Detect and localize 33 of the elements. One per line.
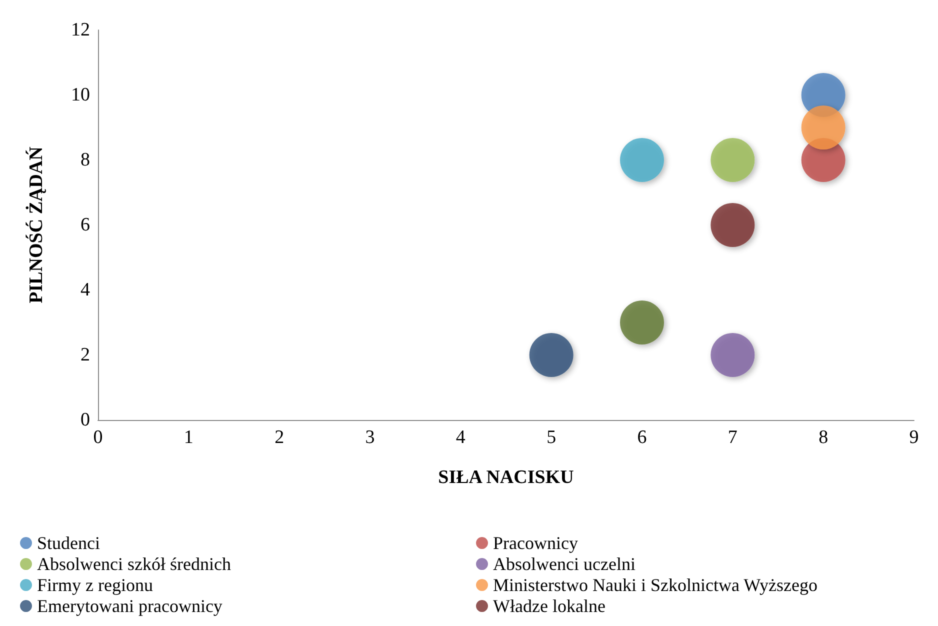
x-tick-label: 7: [728, 427, 738, 448]
y-tick-label: 10: [71, 84, 90, 106]
y-tick-label: 0: [80, 410, 90, 430]
point: [801, 106, 846, 150]
legend-label: Pracownicy: [493, 533, 578, 553]
x-axis-title: SIŁA NACISKU: [438, 467, 574, 488]
x-tick-label: 9: [909, 427, 919, 448]
point: [710, 203, 755, 247]
point: [710, 138, 755, 182]
y-tick-label: 8: [80, 150, 90, 170]
x-tick-label: 1: [184, 427, 194, 448]
y-tick-label: 2: [80, 344, 90, 366]
x-tick-label: 2: [274, 427, 284, 448]
point: [710, 333, 755, 377]
x-tick-label: 8: [818, 427, 828, 448]
x-tick-label: 3: [365, 427, 375, 448]
point: [529, 333, 574, 377]
x-tick-label: 4: [456, 427, 466, 448]
x-tick-label: 5: [546, 427, 556, 448]
legend-label: Władze lokalne: [493, 596, 606, 616]
legend-label: Emerytowani pracownicy: [37, 596, 222, 616]
point: [620, 138, 664, 182]
y-axis-title: PILNOŚĆ ŻĄDAŃ: [25, 146, 47, 304]
legend-label: Ministerstwo Nauki i Szkolnictwa Wyższego: [493, 575, 818, 595]
point: [620, 300, 664, 344]
y-tick-label: 6: [80, 214, 90, 236]
y-tick-label: 12: [71, 20, 90, 40]
legend-label: Studenci: [37, 533, 100, 553]
x-tick-label: 6: [637, 427, 647, 448]
legend-label: Absolwenci uczelni: [493, 554, 636, 574]
legend-label: Firmy z regionu: [37, 575, 153, 595]
legend-label: Absolwenci szkół średnich: [37, 554, 231, 574]
y-tick-label: 4: [80, 280, 90, 300]
